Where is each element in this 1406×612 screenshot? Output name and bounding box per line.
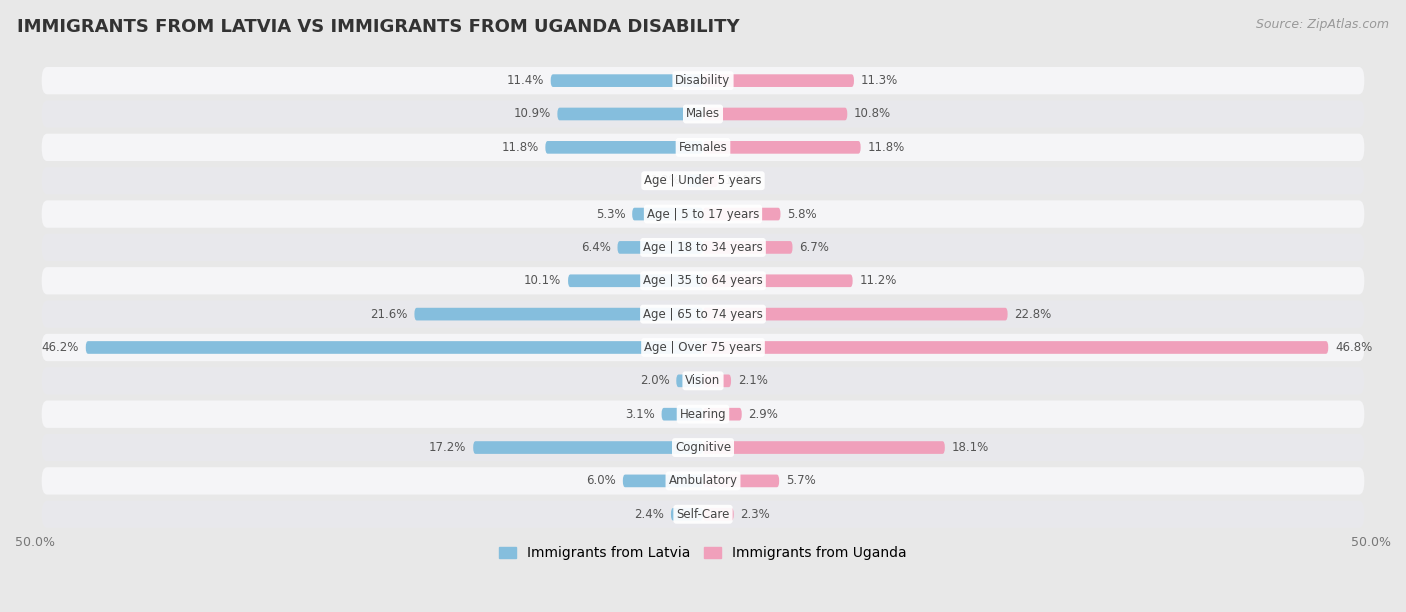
FancyBboxPatch shape — [662, 408, 703, 420]
FancyBboxPatch shape — [617, 241, 703, 254]
FancyBboxPatch shape — [623, 474, 703, 487]
Text: 10.1%: 10.1% — [524, 274, 561, 287]
FancyBboxPatch shape — [42, 234, 1364, 261]
Text: 22.8%: 22.8% — [1014, 308, 1052, 321]
Text: 18.1%: 18.1% — [952, 441, 988, 454]
Text: 5.3%: 5.3% — [596, 207, 626, 220]
FancyBboxPatch shape — [42, 400, 1364, 428]
Text: Females: Females — [679, 141, 727, 154]
Text: 6.7%: 6.7% — [799, 241, 830, 254]
Text: 11.8%: 11.8% — [502, 141, 538, 154]
FancyBboxPatch shape — [42, 167, 1364, 195]
FancyBboxPatch shape — [703, 241, 793, 254]
Text: 2.1%: 2.1% — [738, 375, 768, 387]
FancyBboxPatch shape — [703, 341, 1329, 354]
Text: 1.2%: 1.2% — [651, 174, 681, 187]
Text: 21.6%: 21.6% — [370, 308, 408, 321]
Text: Vision: Vision — [685, 375, 721, 387]
FancyBboxPatch shape — [703, 108, 848, 121]
FancyBboxPatch shape — [671, 508, 703, 521]
Text: Hearing: Hearing — [679, 408, 727, 420]
Text: 11.8%: 11.8% — [868, 141, 904, 154]
Text: Self-Care: Self-Care — [676, 508, 730, 521]
FancyBboxPatch shape — [42, 434, 1364, 461]
FancyBboxPatch shape — [42, 367, 1364, 395]
FancyBboxPatch shape — [86, 341, 703, 354]
Text: 5.8%: 5.8% — [787, 207, 817, 220]
Legend: Immigrants from Latvia, Immigrants from Uganda: Immigrants from Latvia, Immigrants from … — [494, 541, 912, 566]
FancyBboxPatch shape — [703, 508, 734, 521]
Text: 11.4%: 11.4% — [506, 74, 544, 87]
Text: Age | 5 to 17 years: Age | 5 to 17 years — [647, 207, 759, 220]
Text: 6.0%: 6.0% — [586, 474, 616, 487]
FancyBboxPatch shape — [568, 274, 703, 287]
Text: Age | Under 5 years: Age | Under 5 years — [644, 174, 762, 187]
Text: 6.4%: 6.4% — [581, 241, 610, 254]
Text: 10.9%: 10.9% — [513, 108, 551, 121]
Text: 46.2%: 46.2% — [42, 341, 79, 354]
FancyBboxPatch shape — [546, 141, 703, 154]
Text: Ambulatory: Ambulatory — [668, 474, 738, 487]
FancyBboxPatch shape — [557, 108, 703, 121]
Text: 2.0%: 2.0% — [640, 375, 669, 387]
Text: Cognitive: Cognitive — [675, 441, 731, 454]
FancyBboxPatch shape — [703, 141, 860, 154]
FancyBboxPatch shape — [42, 100, 1364, 128]
Text: 3.1%: 3.1% — [626, 408, 655, 420]
FancyBboxPatch shape — [551, 74, 703, 87]
FancyBboxPatch shape — [42, 200, 1364, 228]
Text: 5.7%: 5.7% — [786, 474, 815, 487]
FancyBboxPatch shape — [703, 474, 779, 487]
FancyBboxPatch shape — [42, 133, 1364, 161]
Text: Source: ZipAtlas.com: Source: ZipAtlas.com — [1256, 18, 1389, 31]
Text: 2.3%: 2.3% — [741, 508, 770, 521]
Text: Age | 65 to 74 years: Age | 65 to 74 years — [643, 308, 763, 321]
Text: 2.4%: 2.4% — [634, 508, 664, 521]
Text: Males: Males — [686, 108, 720, 121]
Text: 17.2%: 17.2% — [429, 441, 467, 454]
FancyBboxPatch shape — [633, 207, 703, 220]
Text: 10.8%: 10.8% — [853, 108, 891, 121]
Text: 11.3%: 11.3% — [860, 74, 898, 87]
FancyBboxPatch shape — [42, 501, 1364, 528]
FancyBboxPatch shape — [688, 174, 703, 187]
FancyBboxPatch shape — [676, 375, 703, 387]
Text: 11.2%: 11.2% — [859, 274, 897, 287]
FancyBboxPatch shape — [703, 74, 853, 87]
Text: 2.9%: 2.9% — [748, 408, 779, 420]
Text: 46.8%: 46.8% — [1334, 341, 1372, 354]
Text: Age | Over 75 years: Age | Over 75 years — [644, 341, 762, 354]
FancyBboxPatch shape — [474, 441, 703, 454]
FancyBboxPatch shape — [703, 274, 852, 287]
FancyBboxPatch shape — [42, 334, 1364, 361]
Text: Age | 35 to 64 years: Age | 35 to 64 years — [643, 274, 763, 287]
FancyBboxPatch shape — [42, 267, 1364, 294]
FancyBboxPatch shape — [703, 207, 780, 220]
FancyBboxPatch shape — [703, 174, 717, 187]
FancyBboxPatch shape — [42, 300, 1364, 328]
FancyBboxPatch shape — [703, 308, 1008, 321]
FancyBboxPatch shape — [703, 441, 945, 454]
FancyBboxPatch shape — [415, 308, 703, 321]
FancyBboxPatch shape — [703, 375, 731, 387]
FancyBboxPatch shape — [42, 67, 1364, 94]
FancyBboxPatch shape — [703, 408, 742, 420]
Text: IMMIGRANTS FROM LATVIA VS IMMIGRANTS FROM UGANDA DISABILITY: IMMIGRANTS FROM LATVIA VS IMMIGRANTS FRO… — [17, 18, 740, 36]
Text: Age | 18 to 34 years: Age | 18 to 34 years — [643, 241, 763, 254]
Text: 1.1%: 1.1% — [724, 174, 754, 187]
Text: Disability: Disability — [675, 74, 731, 87]
FancyBboxPatch shape — [42, 467, 1364, 494]
